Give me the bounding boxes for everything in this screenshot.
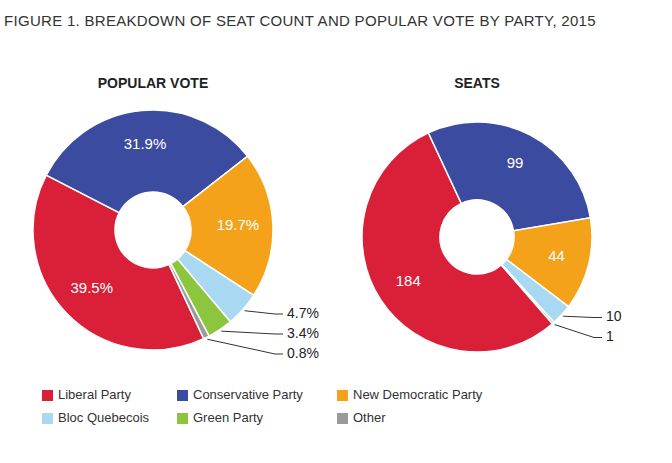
slice — [169, 264, 209, 339]
legend-swatch — [177, 390, 188, 401]
slice — [428, 122, 590, 231]
data-label: 39.5% — [70, 279, 113, 296]
leader-line — [244, 311, 283, 314]
figure: FIGURE 1. BREAKDOWN OF SEAT COUNT AND PO… — [0, 0, 672, 463]
data-label: 10 — [606, 308, 622, 324]
data-label: 44 — [548, 247, 565, 264]
leader-line — [207, 339, 283, 354]
slice — [502, 259, 569, 322]
legend: Liberal Party Conservative Party New Democ… — [42, 387, 483, 425]
legend-label: Other — [353, 410, 386, 425]
legend-label: Bloc Quebecois — [58, 410, 150, 425]
chart-title: POPULAR VOTE — [98, 75, 208, 91]
data-label: 31.9% — [124, 135, 167, 152]
data-label: 1 — [606, 328, 614, 344]
legend-swatch — [337, 413, 348, 424]
data-label: 99 — [507, 154, 524, 171]
legend-swatch — [337, 390, 348, 401]
chart-title: SEATS — [454, 75, 500, 91]
data-label: 184 — [396, 272, 421, 289]
data-label: 4.7% — [287, 305, 319, 321]
leader-line — [563, 316, 602, 317]
legend-swatch — [177, 413, 188, 424]
legend-label: Green Party — [193, 410, 264, 425]
data-label: 19.7% — [217, 216, 260, 233]
legend-label: Liberal Party — [58, 387, 131, 402]
data-label: 0.8% — [287, 345, 319, 361]
donut-chart: 39.5% 31.9% 19.7% 4.7% 3.4% 0.8% — [33, 110, 319, 361]
data-label: 3.4% — [287, 325, 319, 341]
donut-chart: 184 99 44 10 1 — [362, 122, 622, 352]
slice — [501, 264, 554, 323]
legend-label: New Democratic Party — [353, 387, 483, 402]
legend-swatch — [42, 413, 53, 424]
figure-title: FIGURE 1. BREAKDOWN OF SEAT COUNT AND PO… — [4, 12, 596, 29]
legend-label: Conservative Party — [193, 387, 303, 402]
leader-line — [221, 331, 283, 334]
leader-line — [555, 325, 602, 338]
legend-swatch — [42, 390, 53, 401]
